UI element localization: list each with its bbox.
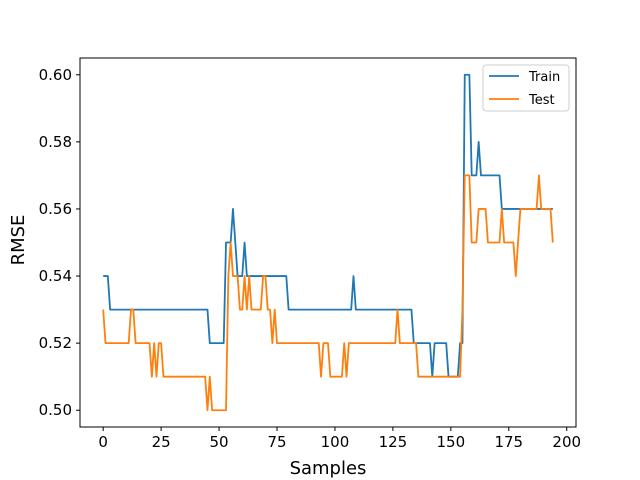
legend: Train Test bbox=[482, 64, 570, 112]
y-tick-label: 0.52 bbox=[39, 334, 72, 352]
plot-frame bbox=[79, 57, 577, 428]
x-tick-label: 50 bbox=[210, 433, 229, 451]
plot-background bbox=[80, 58, 576, 427]
series-line-train bbox=[103, 73, 553, 378]
y-tick-label: 0.56 bbox=[39, 200, 72, 218]
x-tick-label: 75 bbox=[267, 433, 286, 451]
x-tick-label: 125 bbox=[379, 433, 408, 451]
y-tick-label: 0.50 bbox=[39, 401, 72, 419]
x-tick-label: 25 bbox=[152, 433, 171, 451]
y-tick-label: 0.54 bbox=[39, 267, 72, 285]
x-tick-label: 200 bbox=[552, 433, 581, 451]
legend-label-train: Train bbox=[528, 70, 560, 85]
x-axis-label: Samples bbox=[290, 458, 367, 479]
x-tick-label: 175 bbox=[494, 433, 523, 451]
x-tick-label: 0 bbox=[98, 433, 108, 451]
x-tick-label: 150 bbox=[437, 433, 466, 451]
series-layer bbox=[102, 73, 554, 412]
y-tick-label: 0.60 bbox=[39, 66, 72, 84]
series-line-test bbox=[102, 174, 554, 412]
y-tick-label: 0.58 bbox=[39, 133, 72, 151]
plot-area bbox=[80, 58, 576, 427]
y-axis-label: RMSE bbox=[8, 215, 29, 266]
legend-label-test: Test bbox=[528, 93, 555, 108]
axes-layer: 0 25 50 75 100 125 150 175 200 0.50 0.52 0.54 0.56 0.… bbox=[39, 57, 581, 451]
x-tick-label: 100 bbox=[321, 433, 350, 451]
